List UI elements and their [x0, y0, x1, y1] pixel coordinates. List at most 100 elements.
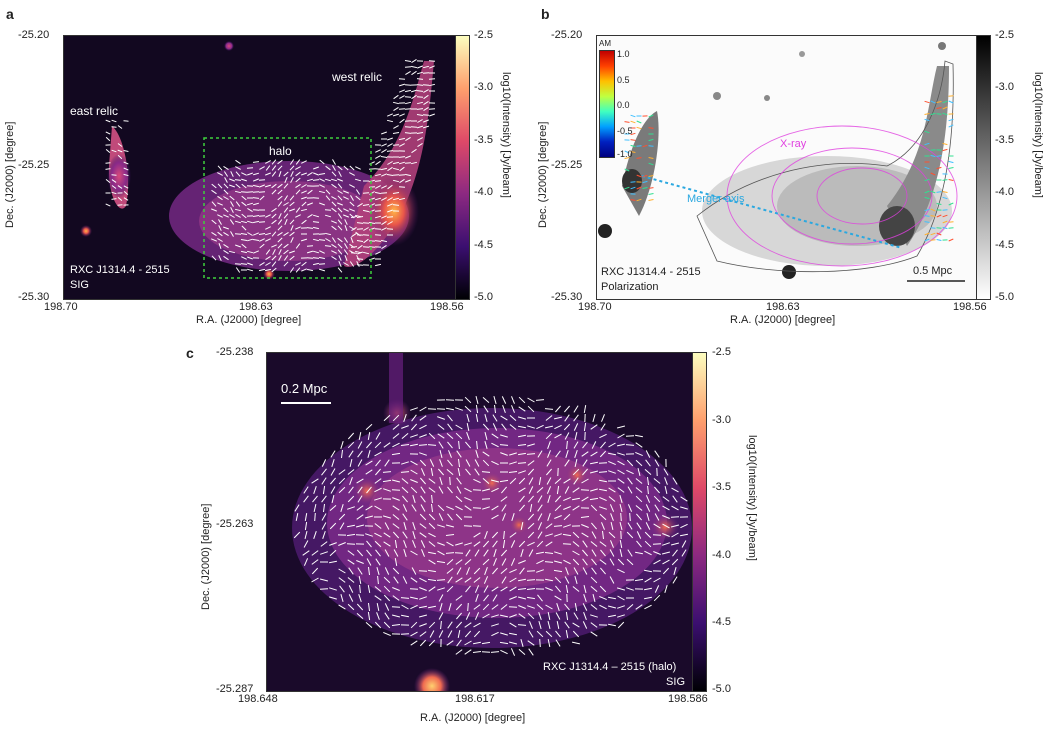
panel-a-cbar-tick: -4.5	[474, 239, 493, 251]
polarization-vector	[300, 208, 308, 212]
polarization-vector	[455, 407, 463, 411]
polarization-vector	[295, 226, 301, 230]
polarization-vector	[375, 149, 381, 153]
polarization-vector	[349, 184, 355, 188]
polarization-vector	[644, 531, 652, 539]
polarization-vector	[492, 594, 498, 602]
panel-b-colorbar	[976, 35, 991, 300]
polarization-vector	[948, 238, 954, 242]
polarization-vector	[295, 177, 301, 183]
polarization-vector	[518, 470, 526, 474]
polarization-vector	[331, 237, 337, 243]
polarization-vector	[383, 621, 391, 629]
polarization-vector	[416, 108, 424, 110]
polarization-vector	[229, 214, 235, 218]
polarization-vector	[501, 576, 507, 584]
polarization-vector	[948, 202, 954, 206]
polarization-vector	[312, 197, 320, 199]
polarization-vector	[509, 477, 517, 485]
polarization-vector	[538, 612, 542, 620]
polarization-vector	[253, 178, 259, 182]
polarization-vector	[465, 441, 471, 449]
polarization-vector	[376, 612, 380, 620]
polarization-vector	[473, 541, 481, 547]
polarization-vector	[235, 201, 241, 207]
polarization-vector	[241, 172, 247, 176]
polarization-vector	[265, 249, 271, 255]
polarization-vector	[402, 513, 408, 521]
polarization-vector	[527, 425, 535, 429]
polarization-vector	[356, 255, 360, 261]
polarization-vector	[662, 559, 670, 565]
polarization-vector	[330, 486, 336, 494]
polarization-vector	[942, 148, 948, 152]
polarization-vector	[518, 540, 526, 548]
polarization-vector	[307, 189, 313, 195]
polarization-vector	[265, 172, 271, 176]
polarization-vector	[283, 261, 289, 267]
polarization-vector	[545, 523, 553, 529]
polarization-vector	[392, 414, 400, 422]
polarization-vector	[445, 534, 455, 536]
polarization-vector	[573, 612, 579, 620]
polarization-vector	[419, 523, 427, 529]
polarization-vector	[410, 640, 418, 646]
polarization-vector	[680, 496, 688, 502]
polarization-vector	[473, 478, 481, 484]
polarization-vector	[240, 239, 248, 241]
polarization-vector	[644, 540, 652, 548]
polarization-vector	[664, 585, 668, 593]
polarization-vector	[948, 100, 954, 104]
polarization-vector	[518, 560, 526, 564]
polarization-vector	[398, 156, 406, 158]
polarization-vector	[332, 165, 336, 171]
polarization-vector	[455, 513, 463, 521]
panel-b-scale-label: 0.5 Mpc	[913, 265, 953, 277]
polarization-vector	[590, 604, 598, 610]
polarization-vector	[350, 246, 358, 248]
polarization-vector	[358, 431, 362, 441]
polarization-vector	[410, 621, 418, 629]
polarization-vector	[289, 159, 295, 165]
polarization-vector	[565, 630, 569, 638]
polarization-vector	[437, 424, 445, 430]
polarization-vector	[217, 238, 223, 242]
polarization-vector	[617, 460, 625, 466]
polarization-vector	[553, 525, 563, 527]
polarization-vector	[500, 586, 508, 592]
panel-c-cbar-tick: -4.5	[712, 616, 731, 628]
polarization-vector	[410, 423, 418, 431]
polarization-vector	[582, 621, 588, 629]
polarization-vector	[386, 150, 394, 152]
polarization-vector	[399, 118, 405, 124]
polarization-vector	[217, 202, 223, 206]
polarization-vector	[491, 623, 499, 627]
polarization-vector	[271, 213, 277, 219]
polarization-vector	[664, 485, 668, 495]
polarization-vector	[321, 495, 327, 503]
polarization-vector	[246, 250, 254, 254]
polarization-vector	[374, 215, 382, 219]
polarization-vector	[403, 414, 407, 422]
polarization-vector	[343, 262, 349, 266]
polarization-vector	[416, 84, 424, 86]
polarization-vector	[304, 530, 308, 540]
polarization-vector	[491, 604, 499, 610]
polarization-vector	[252, 202, 260, 206]
polarization-vector	[301, 268, 307, 272]
polarization-vector	[547, 620, 551, 630]
polarization-vector	[321, 522, 327, 530]
polarization-vector	[374, 540, 382, 548]
polarization-vector	[636, 157, 642, 159]
polarization-vector	[419, 623, 427, 627]
polarization-vector	[645, 450, 651, 458]
xray-label: X-ray	[780, 138, 807, 150]
polarization-vector	[300, 238, 308, 242]
polarization-vector	[392, 497, 400, 501]
polarization-vector	[582, 558, 588, 566]
polarization-vector	[402, 504, 408, 512]
polarization-vector	[367, 585, 371, 593]
polarization-vector	[419, 424, 427, 430]
polarization-vector	[924, 118, 930, 122]
panel-b-ra-tick: 198.56	[953, 301, 987, 313]
